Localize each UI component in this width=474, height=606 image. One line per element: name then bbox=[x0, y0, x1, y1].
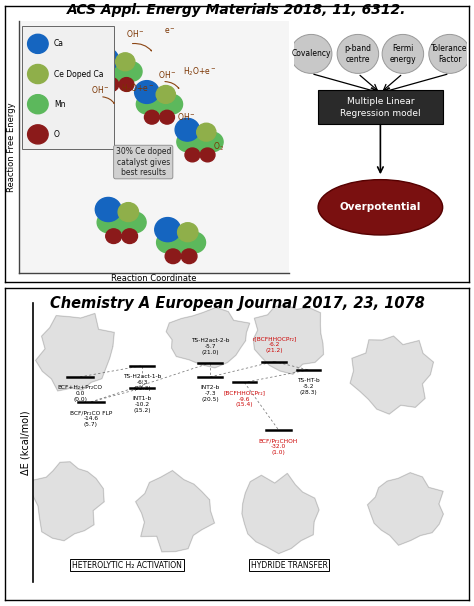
Text: OH$^-$: OH$^-$ bbox=[158, 68, 177, 79]
Circle shape bbox=[190, 132, 210, 152]
Circle shape bbox=[121, 62, 142, 81]
Circle shape bbox=[104, 78, 119, 92]
Circle shape bbox=[185, 148, 200, 162]
Text: OH$^-$: OH$^-$ bbox=[126, 28, 145, 39]
Circle shape bbox=[177, 132, 198, 152]
Ellipse shape bbox=[318, 179, 443, 235]
Text: BCF/Pr₂CHOH
-32.0
(1.0): BCF/Pr₂CHOH -32.0 (1.0) bbox=[259, 438, 298, 454]
Circle shape bbox=[96, 62, 117, 81]
Text: BCF/Pr₂CO FLP
-14.6
(5.7): BCF/Pr₂CO FLP -14.6 (5.7) bbox=[70, 410, 112, 427]
FancyBboxPatch shape bbox=[22, 26, 114, 150]
Circle shape bbox=[97, 212, 119, 233]
Circle shape bbox=[156, 85, 175, 104]
Polygon shape bbox=[253, 305, 323, 375]
Ellipse shape bbox=[429, 35, 470, 73]
Circle shape bbox=[27, 125, 48, 144]
Polygon shape bbox=[350, 336, 433, 414]
Text: ACS Appl. Energy Materials 2018, 11, 6312.: ACS Appl. Energy Materials 2018, 11, 631… bbox=[67, 3, 407, 17]
Polygon shape bbox=[367, 473, 443, 545]
Circle shape bbox=[183, 232, 206, 253]
Text: HYDRIDE TRANSFER: HYDRIDE TRANSFER bbox=[251, 561, 328, 570]
X-axis label: Reaction Coordinate: Reaction Coordinate bbox=[111, 274, 197, 283]
Y-axis label: ΔE (kcal/mol): ΔE (kcal/mol) bbox=[20, 410, 30, 474]
Circle shape bbox=[124, 212, 146, 233]
Text: Fermi
energy: Fermi energy bbox=[390, 44, 416, 64]
Circle shape bbox=[109, 62, 129, 81]
Ellipse shape bbox=[382, 35, 424, 73]
Text: HETEROLYTIC H₂ ACTIVATION: HETEROLYTIC H₂ ACTIVATION bbox=[72, 561, 182, 570]
Circle shape bbox=[178, 223, 198, 242]
Circle shape bbox=[137, 95, 157, 114]
Circle shape bbox=[160, 110, 174, 124]
Text: Chemistry A European Journal 2017, 23, 1078: Chemistry A European Journal 2017, 23, 1… bbox=[50, 296, 424, 311]
Text: H$_2$O+e$^-$: H$_2$O+e$^-$ bbox=[183, 65, 217, 78]
Circle shape bbox=[95, 198, 121, 222]
Circle shape bbox=[162, 95, 182, 114]
Circle shape bbox=[155, 218, 181, 242]
Ellipse shape bbox=[337, 35, 379, 73]
Circle shape bbox=[116, 53, 135, 71]
Polygon shape bbox=[166, 307, 250, 368]
FancyBboxPatch shape bbox=[318, 90, 443, 124]
FancyArrowPatch shape bbox=[133, 44, 152, 51]
Circle shape bbox=[122, 229, 137, 244]
Circle shape bbox=[200, 148, 215, 162]
Polygon shape bbox=[31, 462, 104, 541]
FancyArrowPatch shape bbox=[103, 97, 114, 103]
Circle shape bbox=[156, 232, 179, 253]
Text: e$^-$: e$^-$ bbox=[164, 27, 176, 36]
Circle shape bbox=[175, 118, 200, 141]
Polygon shape bbox=[242, 473, 319, 554]
Circle shape bbox=[181, 249, 197, 264]
Text: Ca: Ca bbox=[54, 39, 64, 48]
Text: INT1-b
-10.2
(15.2): INT1-b -10.2 (15.2) bbox=[132, 396, 152, 413]
Y-axis label: Reaction Free Energy: Reaction Free Energy bbox=[7, 102, 16, 191]
Text: O: O bbox=[54, 130, 60, 139]
Text: r[BCFHHOCPr₂]
-6.2
(21.2): r[BCFHHOCPr₂] -6.2 (21.2) bbox=[252, 336, 296, 353]
Text: BCF+H₂+Pr₂CO
0.0
(0.0): BCF+H₂+Pr₂CO 0.0 (0.0) bbox=[58, 385, 102, 402]
Circle shape bbox=[165, 249, 181, 264]
Circle shape bbox=[135, 81, 159, 104]
Text: TS-H2act-2-b
-5.7
(21.0): TS-H2act-2-b -5.7 (21.0) bbox=[191, 338, 229, 355]
Text: Ce Doped Ca: Ce Doped Ca bbox=[54, 70, 104, 79]
Circle shape bbox=[110, 212, 133, 233]
Text: [BCFHHOCPr₂]
-9.6
(15.4): [BCFHHOCPr₂] -9.6 (15.4) bbox=[223, 391, 265, 407]
Text: OH$^-$: OH$^-$ bbox=[91, 84, 109, 95]
Circle shape bbox=[145, 110, 159, 124]
Ellipse shape bbox=[291, 35, 332, 73]
Circle shape bbox=[118, 202, 138, 222]
Circle shape bbox=[27, 95, 48, 114]
Text: OH$^-$: OH$^-$ bbox=[177, 112, 196, 122]
Circle shape bbox=[27, 35, 48, 53]
Text: Multiple Linear
Regression model: Multiple Linear Regression model bbox=[340, 98, 421, 118]
Circle shape bbox=[197, 123, 216, 141]
Polygon shape bbox=[36, 313, 114, 391]
Text: H$_2$O+e$^-$: H$_2$O+e$^-$ bbox=[121, 83, 155, 95]
Text: 30% Ce doped
catalyst gives
best results: 30% Ce doped catalyst gives best results bbox=[116, 147, 171, 177]
Text: TS-HT-b
-5.2
(28.3): TS-HT-b -5.2 (28.3) bbox=[297, 378, 319, 395]
Text: p-band
centre: p-band centre bbox=[345, 44, 372, 64]
Circle shape bbox=[170, 232, 192, 253]
Circle shape bbox=[149, 95, 170, 114]
Circle shape bbox=[119, 78, 134, 92]
Text: TS-H2act-1-b
-6.3
(22.3): TS-H2act-1-b -6.3 (22.3) bbox=[123, 374, 161, 391]
Circle shape bbox=[202, 132, 223, 152]
Circle shape bbox=[94, 48, 118, 71]
Text: Mn: Mn bbox=[54, 100, 65, 108]
Text: Covalency: Covalency bbox=[292, 50, 331, 58]
Text: Overpotential: Overpotential bbox=[340, 202, 421, 212]
Polygon shape bbox=[136, 471, 214, 552]
Text: INT2-b
-7.3
(20.5): INT2-b -7.3 (20.5) bbox=[201, 385, 220, 402]
Text: O$_2$: O$_2$ bbox=[213, 141, 224, 153]
FancyArrowPatch shape bbox=[165, 82, 179, 88]
Circle shape bbox=[106, 229, 121, 244]
Text: Tolerance
Factor: Tolerance Factor bbox=[431, 44, 468, 64]
Circle shape bbox=[27, 64, 48, 84]
